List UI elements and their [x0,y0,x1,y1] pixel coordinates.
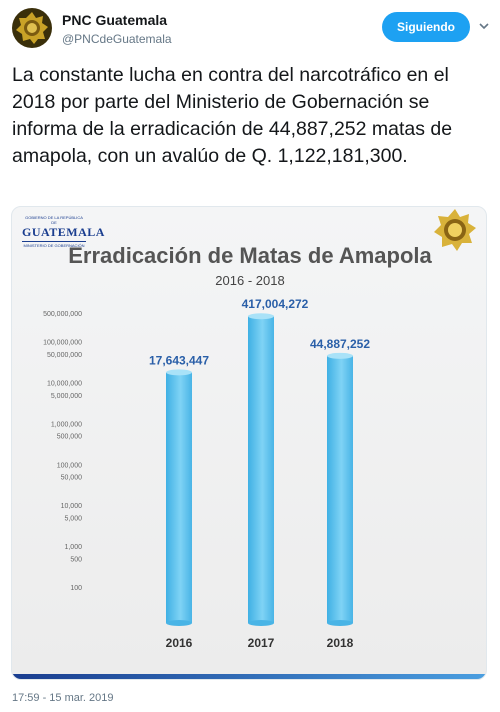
bar-top [248,313,274,320]
tweet-image-card[interactable]: GOBIERNO DE LA REPÚBLICA DE GUATEMALA MI… [11,206,487,680]
y-tick-label: 10,000,000 [47,380,82,387]
y-tick-label: 100,000,000 [43,340,82,347]
account-name[interactable]: PNC Guatemala [62,12,168,28]
y-tick-label: 50,000 [61,475,83,482]
data-label: 44,887,252 [310,337,370,351]
bar [248,316,274,623]
bar-top [166,369,192,376]
y-tick-label: 500,000 [57,434,82,441]
bar-base [248,620,274,626]
chart-subtitle: 2016 - 2018 [215,273,285,288]
y-tick-label: 5,000,000 [51,393,82,400]
x-tick-label: 2018 [327,636,354,650]
y-tick-label: 1,000 [64,544,82,551]
bar-2017 [248,313,274,626]
pnc-badge-icon [16,12,48,44]
bar-base [166,620,192,626]
bar-base [327,620,353,626]
chart-title: Erradicación de Matas de Amapola [68,243,432,268]
bar-top [327,352,353,359]
tweet-timestamp[interactable]: 17:59 - 15 mar. 2019 [12,692,114,704]
tweet-header: PNC Guatemala @PNCdeGuatemala Siguiendo [12,8,490,52]
avatar[interactable] [12,8,52,48]
y-tick-label: 500,000,000 [43,311,82,318]
bar [327,355,353,623]
y-tick-label: 50,000,000 [47,352,82,359]
bar-2016 [166,369,192,626]
guatemala-logo: GOBIERNO DE LA REPÚBLICA DE GUATEMALA MI… [22,215,105,248]
bar [166,372,192,623]
y-tick-label: 5,000 [64,516,82,523]
y-tick-label: 100 [70,585,82,592]
data-label: 17,643,447 [149,353,209,367]
y-tick-label: 100,000 [57,462,82,469]
y-tick-label: 500 [70,556,82,563]
tweet-text: La constante lucha en contra del narcotr… [12,64,453,167]
x-tick-label: 2016 [166,636,193,650]
bar-2018 [327,352,353,626]
bar-chart: 500,000,000 100,000,000 50,000,000 10,000,0… [43,297,370,650]
pnc-badge-icon [434,209,476,251]
y-tick-label: 10,000 [61,503,83,510]
account-handle[interactable]: @PNCdeGuatemala [62,32,172,46]
following-button[interactable]: Siguiendo [382,12,470,42]
data-label: 417,004,272 [242,297,309,311]
x-tick-label: 2017 [248,636,275,650]
y-tick-label: 1,000,000 [51,421,82,428]
chevron-down-icon[interactable] [478,20,490,32]
